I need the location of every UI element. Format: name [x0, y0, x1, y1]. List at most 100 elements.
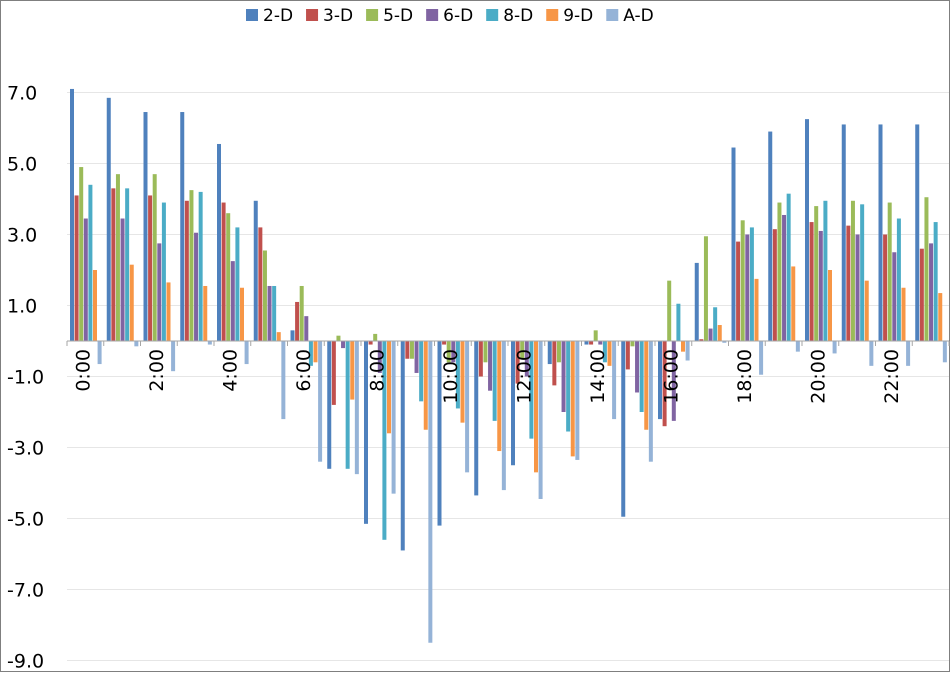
bar-9-D-2:00 [166, 282, 171, 341]
bar-8-D-4:00 [235, 227, 240, 341]
bar-8-D-0:00 [88, 184, 93, 341]
bar-A-D-8:00 [391, 341, 396, 494]
bar-9-D-1:00 [129, 264, 134, 341]
bar-5-D-23:00 [924, 197, 929, 341]
bar-9-D-15:00 [644, 341, 649, 430]
bar-8-D-15:00 [639, 341, 644, 412]
bar-3-D-5:00 [258, 227, 263, 341]
bar-8-D-16:00 [676, 303, 681, 341]
bar-3-D-21:00 [846, 225, 851, 342]
bar-9-D-8:00 [387, 341, 391, 434]
bar-2-D-18:00 [731, 147, 736, 341]
bar-2-D-20:00 [805, 119, 809, 342]
bar-9-D-4:00 [240, 287, 244, 341]
bar-9-D-19:00 [791, 266, 796, 341]
bar-A-D-10:00 [465, 341, 470, 473]
bar-A-D-21:00 [869, 341, 874, 366]
bar-2-D-10:00 [437, 341, 442, 526]
bar-2-D-7:00 [327, 341, 332, 469]
bar-A-D-4:00 [244, 341, 249, 365]
bar-A-D-18:00 [759, 341, 764, 375]
legend-label: 2-D [263, 6, 293, 26]
bar-3-D-20:00 [809, 222, 814, 341]
legend-swatch [366, 9, 379, 21]
x-tick-label: 18:00 [734, 349, 756, 404]
bar-3-D-1:00 [111, 188, 116, 341]
bars [70, 88, 947, 643]
bar-6-D-2:00 [157, 243, 162, 342]
bar-5-D-0:00 [79, 167, 84, 341]
bar-2-D-9:00 [400, 341, 405, 551]
y-tick-label: 7.0 [7, 83, 37, 105]
bar-3-D-6:00 [295, 301, 300, 341]
x-tick-label: 20:00 [807, 349, 829, 404]
bar-8-D-2:00 [161, 202, 166, 341]
bar-3-D-13:00 [552, 341, 557, 386]
x-tick-label: 16:00 [660, 349, 682, 404]
bar-5-D-3:00 [189, 190, 194, 342]
bar-9-D-0:00 [93, 270, 97, 341]
bar-9-D-11:00 [497, 341, 502, 452]
axes: -9.0 -7.0 -5.0 -3.0 -1.0 1.0 3.0 5.0 7.0 0:00 2:00… [7, 83, 950, 673]
bar-2-D-21:00 [841, 124, 846, 341]
bar-5-D-11:00 [483, 341, 488, 363]
bar-2-D-4:00 [217, 143, 221, 341]
legend-item-6-D: 6-D [426, 6, 473, 26]
bar-2-D-15:00 [621, 341, 626, 517]
bar-3-D-23:00 [919, 248, 924, 341]
bar-8-D-11:00 [492, 341, 497, 421]
bar-6-D-12:00 [524, 341, 529, 377]
bar-2-D-14:00 [584, 341, 589, 345]
bar-A-D-19:00 [795, 341, 800, 352]
bar-2-D-22:00 [878, 124, 883, 341]
bar-5-D-1:00 [115, 174, 120, 341]
bar-2-D-13:00 [547, 341, 552, 365]
bar-5-D-5:00 [262, 250, 267, 341]
bar-5-D-13:00 [556, 341, 561, 363]
legend-swatch [306, 9, 319, 21]
bar-2-D-3:00 [180, 112, 185, 341]
bar-6-D-1:00 [120, 218, 125, 341]
bar-A-D-12:00 [538, 341, 543, 499]
bar-9-D-16:00 [681, 341, 685, 352]
bar-3-D-4:00 [221, 202, 226, 341]
legend-item-5-D: 5-D [366, 6, 413, 26]
bar-8-D-7:00 [345, 341, 350, 469]
bar-5-D-10:00 [446, 341, 451, 363]
bar-5-D-2:00 [152, 174, 157, 341]
bar-5-D-17:00 [703, 236, 708, 341]
bar-6-D-23:00 [929, 243, 934, 342]
x-tick-label: 10:00 [440, 349, 462, 404]
bar-6-D-15:00 [635, 341, 640, 393]
bar-6-D-11:00 [488, 341, 493, 391]
bar-2-D-5:00 [253, 200, 258, 341]
bar-8-D-21:00 [860, 204, 865, 341]
bar-8-D-13:00 [566, 341, 571, 432]
bar-3-D-14:00 [589, 341, 594, 345]
bar-A-D-3:00 [207, 341, 212, 345]
bar-6-D-19:00 [782, 214, 787, 341]
legend-item-3-D: 3-D [306, 6, 353, 26]
bar-9-D-22:00 [901, 287, 906, 341]
bar-2-D-23:00 [915, 124, 920, 341]
bar-5-D-14:00 [593, 330, 598, 341]
legend-label: 9-D [563, 6, 593, 26]
bar-5-D-6:00 [299, 285, 304, 341]
bar-9-D-18:00 [754, 278, 759, 342]
bar-5-D-20:00 [814, 206, 819, 341]
bar-5-D-4:00 [226, 213, 231, 341]
bar-5-D-18:00 [740, 220, 745, 341]
bar-3-D-12:00 [515, 341, 520, 384]
bar-9-D-14:00 [607, 341, 612, 366]
bar-5-D-16:00 [667, 280, 672, 341]
bar-8-D-6:00 [308, 341, 313, 366]
bar-A-D-22:00 [906, 341, 911, 366]
bar-3-D-17:00 [699, 339, 704, 341]
bar-6-D-5:00 [267, 285, 272, 341]
bar-8-D-19:00 [786, 193, 791, 341]
legend-item-8-D: 8-D [486, 6, 533, 26]
bar-9-D-10:00 [460, 341, 465, 423]
bar-8-D-14:00 [602, 341, 607, 363]
bar-6-D-0:00 [83, 218, 88, 341]
